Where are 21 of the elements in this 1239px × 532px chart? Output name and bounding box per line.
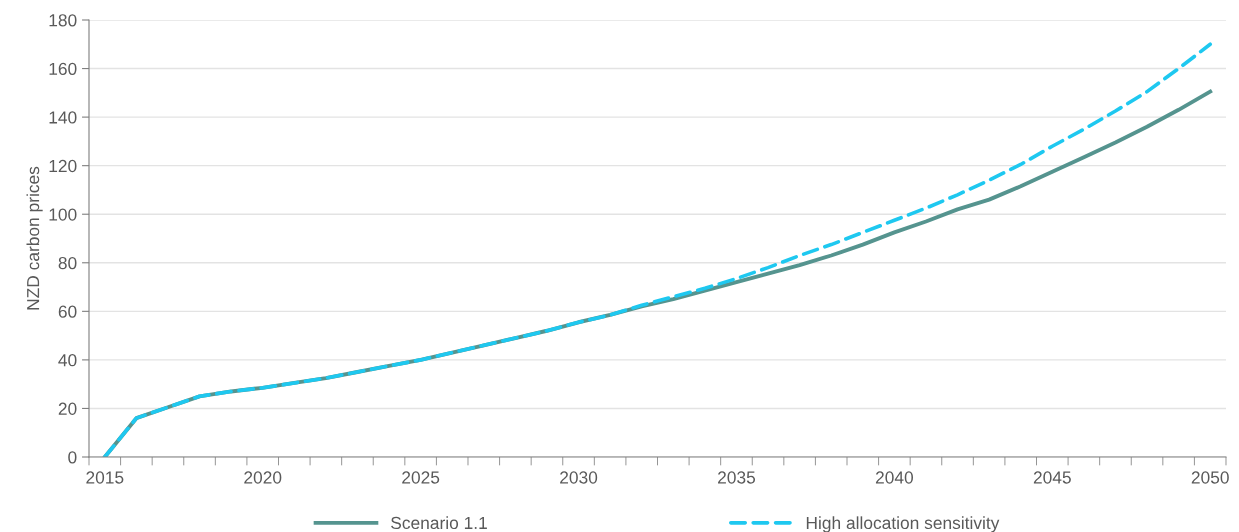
x-tick-label: 2040 — [875, 471, 914, 484]
y-tick-label: 180 — [49, 14, 77, 27]
y-tick-label: 120 — [49, 159, 77, 173]
y-tick-label: 60 — [58, 305, 77, 318]
y-tick-label: 80 — [58, 256, 77, 270]
legend-label: High allocation sensitivity — [806, 516, 1000, 532]
x-tick-label: 2025 — [402, 471, 440, 484]
y-axis-title: NZD carbon prices — [26, 166, 43, 310]
x-tick-label: 2045 — [1033, 471, 1071, 484]
x-tick-label: 2035 — [718, 471, 756, 484]
y-tick-label: 40 — [58, 354, 77, 367]
y-tick-label: 140 — [49, 111, 77, 124]
x-tick-label: 2030 — [560, 471, 598, 484]
legend-label: Scenario 1.1 — [391, 516, 487, 530]
y-tick-label: 0 — [68, 451, 77, 464]
x-tick-label: 2015 — [86, 471, 124, 484]
y-tick-label: 20 — [58, 402, 77, 415]
y-tick-label: 100 — [49, 208, 77, 221]
x-tick-label: 2050 — [1191, 471, 1229, 484]
x-tick-label: 2020 — [244, 471, 282, 484]
y-tick-label: 160 — [49, 62, 77, 76]
